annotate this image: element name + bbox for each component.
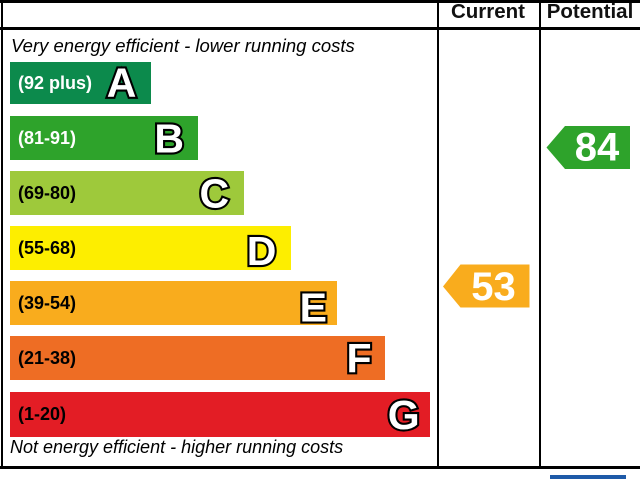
svg-text:53: 53	[471, 265, 516, 309]
svg-text:D: D	[247, 228, 277, 274]
svg-text:C: C	[199, 171, 229, 217]
svg-text:84: 84	[575, 126, 620, 170]
svg-text:F: F	[346, 336, 371, 382]
svg-text:E: E	[300, 285, 327, 331]
svg-text:B: B	[154, 116, 184, 162]
svg-text:G: G	[388, 392, 420, 438]
svg-text:A: A	[107, 60, 137, 106]
